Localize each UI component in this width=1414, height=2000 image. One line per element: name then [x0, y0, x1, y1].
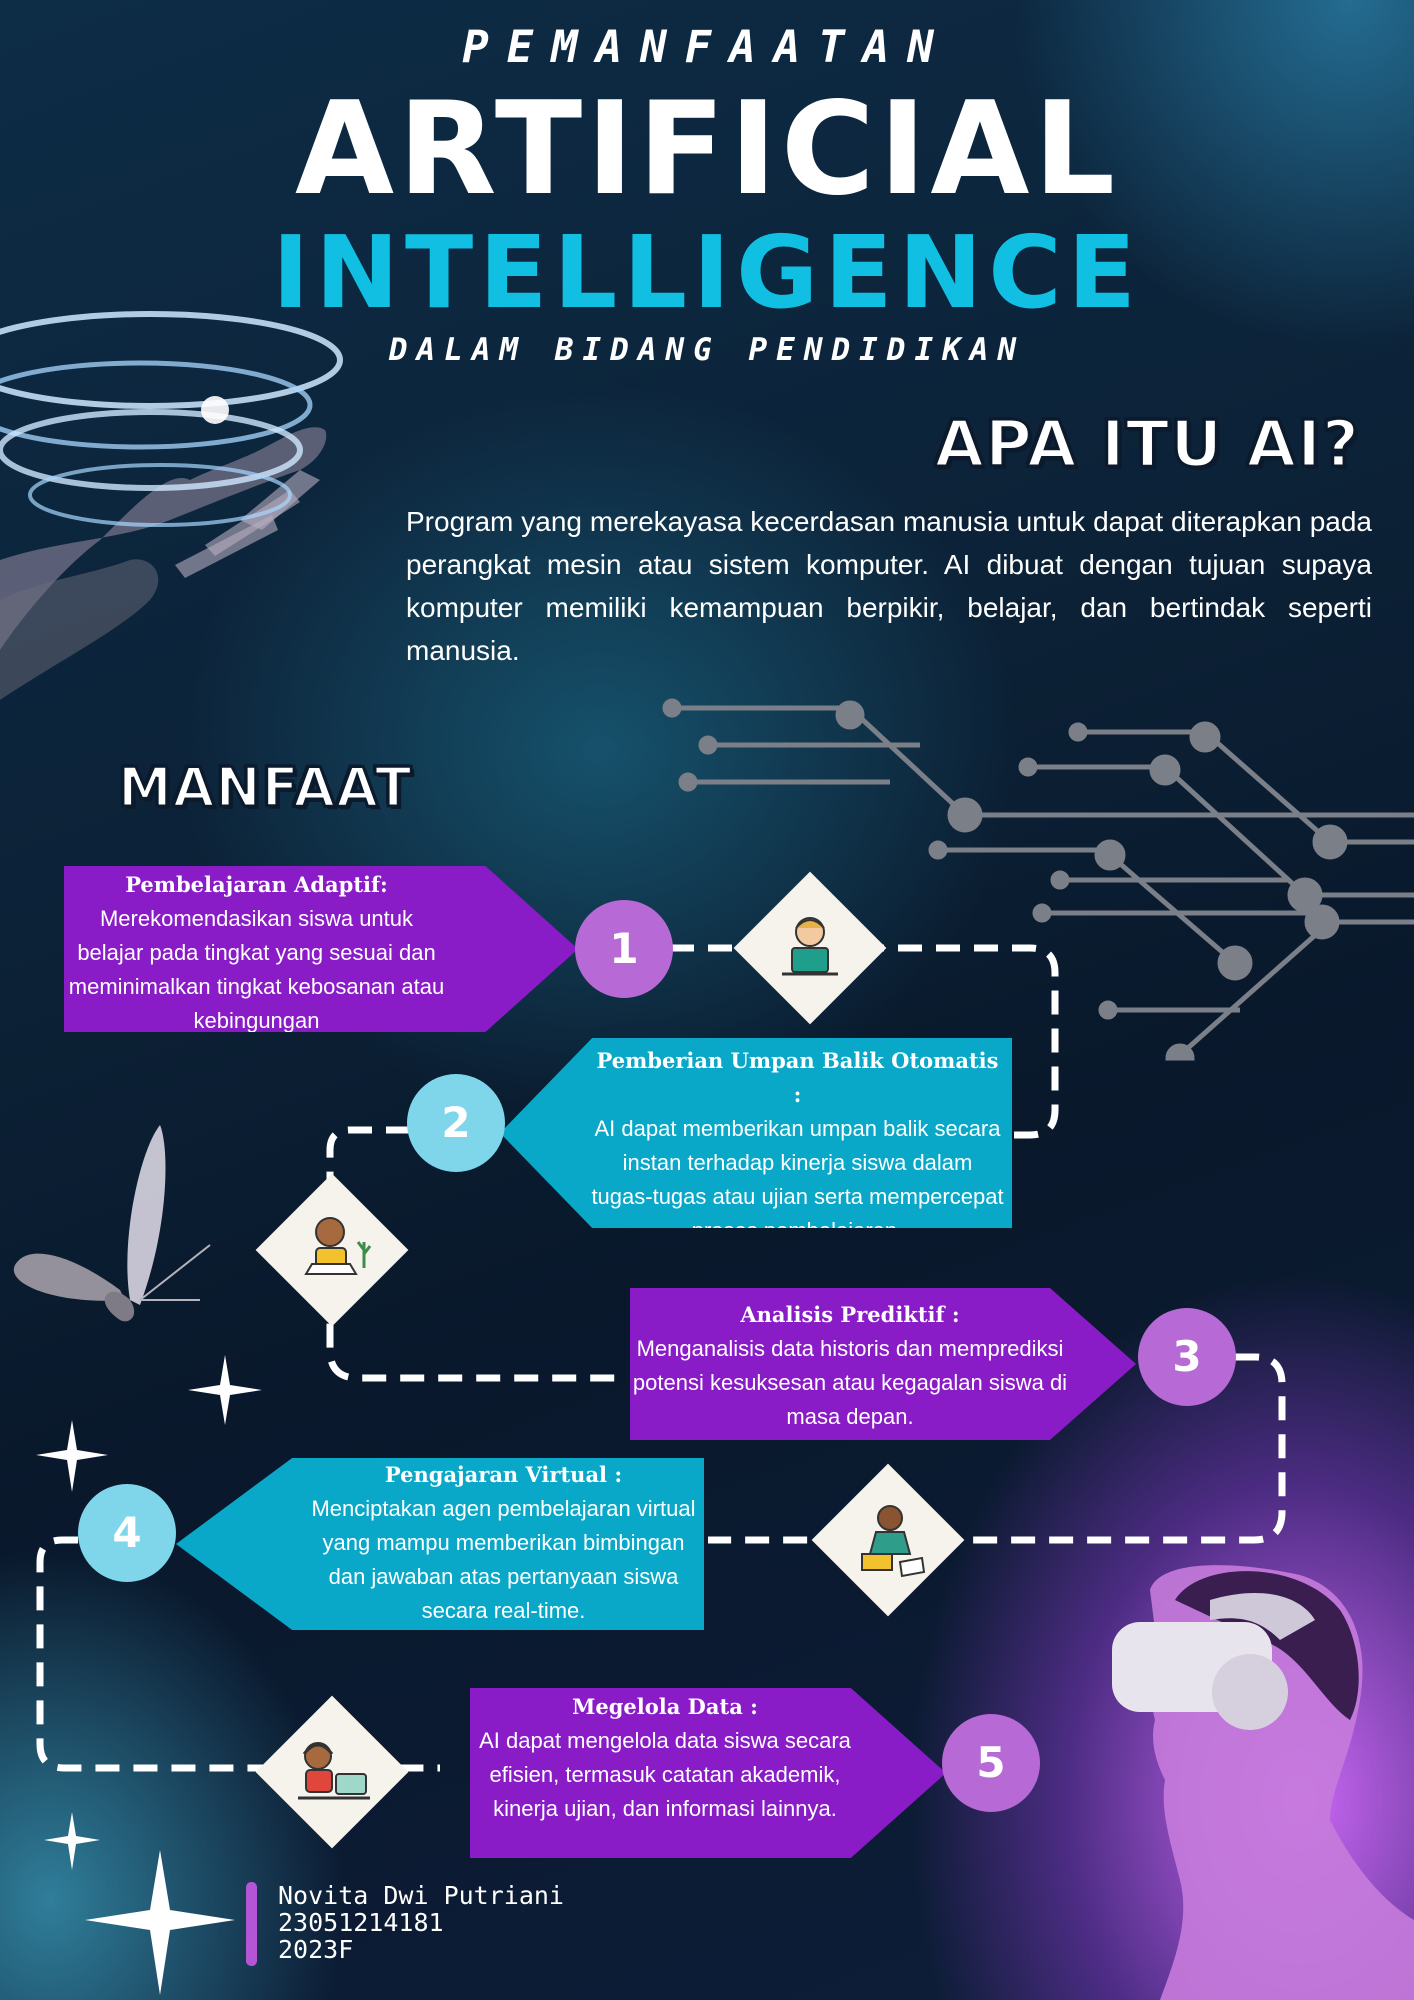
student-laptop-icon: [782, 917, 838, 976]
about-text: Program yang merekayasa kecerdasan manus…: [406, 506, 1372, 666]
benefit-card-4: Pengajaran Virtual : Menciptakan agen pe…: [176, 1458, 704, 1630]
author-accent-bar: [246, 1882, 257, 1966]
author-id: 23051214181: [278, 1908, 444, 1937]
benefit-card-5: Megelola Data : AI dapat mengelola data …: [470, 1688, 946, 1858]
robot-hand-icon: [0, 311, 343, 700]
benefit-title: Analisis Prediktif :: [740, 1302, 960, 1327]
title-subtitle: DALAM BIDANG PENDIDIKAN: [388, 332, 1026, 368]
circuit-lines-icon: [662, 698, 1414, 1061]
step-number: 3: [1138, 1308, 1236, 1406]
benefit-text: AI dapat mengelola data siswa secara efi…: [479, 1728, 851, 1821]
step-number: 1: [575, 900, 673, 998]
title-accent: INTELLIGENCE: [272, 214, 1142, 331]
author-name: Novita Dwi Putriani: [278, 1881, 564, 1910]
benefit-text: AI dapat memberikan umpan balik secara i…: [591, 1116, 1004, 1228]
title-main: ARTIFICIAL: [294, 75, 1120, 224]
benefit-card-1: Pembelajaran Adaptif: Merekomendasikan s…: [64, 866, 578, 1032]
benefit-title: Pembelajaran Adaptif:: [125, 872, 388, 897]
step-number: 5: [942, 1714, 1040, 1812]
vr-woman-icon: [1112, 1565, 1414, 2000]
benefits-heading: MANFAAT: [117, 755, 414, 821]
benefit-text: Menganalisis data historis dan mempredik…: [632, 1336, 1068, 1429]
about-heading: APA ITU AI?: [933, 407, 1361, 484]
student-headset-icon: [298, 1742, 370, 1800]
student-writing-icon: [304, 1217, 372, 1275]
author-info: Novita Dwi Putriani 23051214181 2023F: [278, 1882, 564, 1963]
benefit-title: Pemberian Umpan Balik Otomatis :: [596, 1048, 999, 1107]
author-class: 2023F: [278, 1935, 354, 1964]
benefit-title: Megelola Data :: [572, 1694, 758, 1719]
benefit-card-2: Pemberian Umpan Balik Otomatis : AI dapa…: [500, 1038, 1012, 1228]
benefit-text: Menciptakan agen pembelajaran virtual ya…: [311, 1496, 696, 1623]
benefit-text: Merekomendasikan siswa untuk belajar pad…: [68, 906, 445, 1033]
butterfly-icon: [13, 1125, 211, 1322]
step-number: 4: [78, 1484, 176, 1582]
title-prefix: PEMANFAATAN: [462, 22, 952, 73]
student-reading-icon: [861, 1505, 926, 1578]
benefit-card-3: Analisis Prediktif : Menganalisis data h…: [630, 1288, 1136, 1440]
step-number: 2: [407, 1074, 505, 1172]
sparkle-icon: [36, 1355, 262, 1995]
benefit-title: Pengajaran Virtual :: [384, 1462, 623, 1487]
